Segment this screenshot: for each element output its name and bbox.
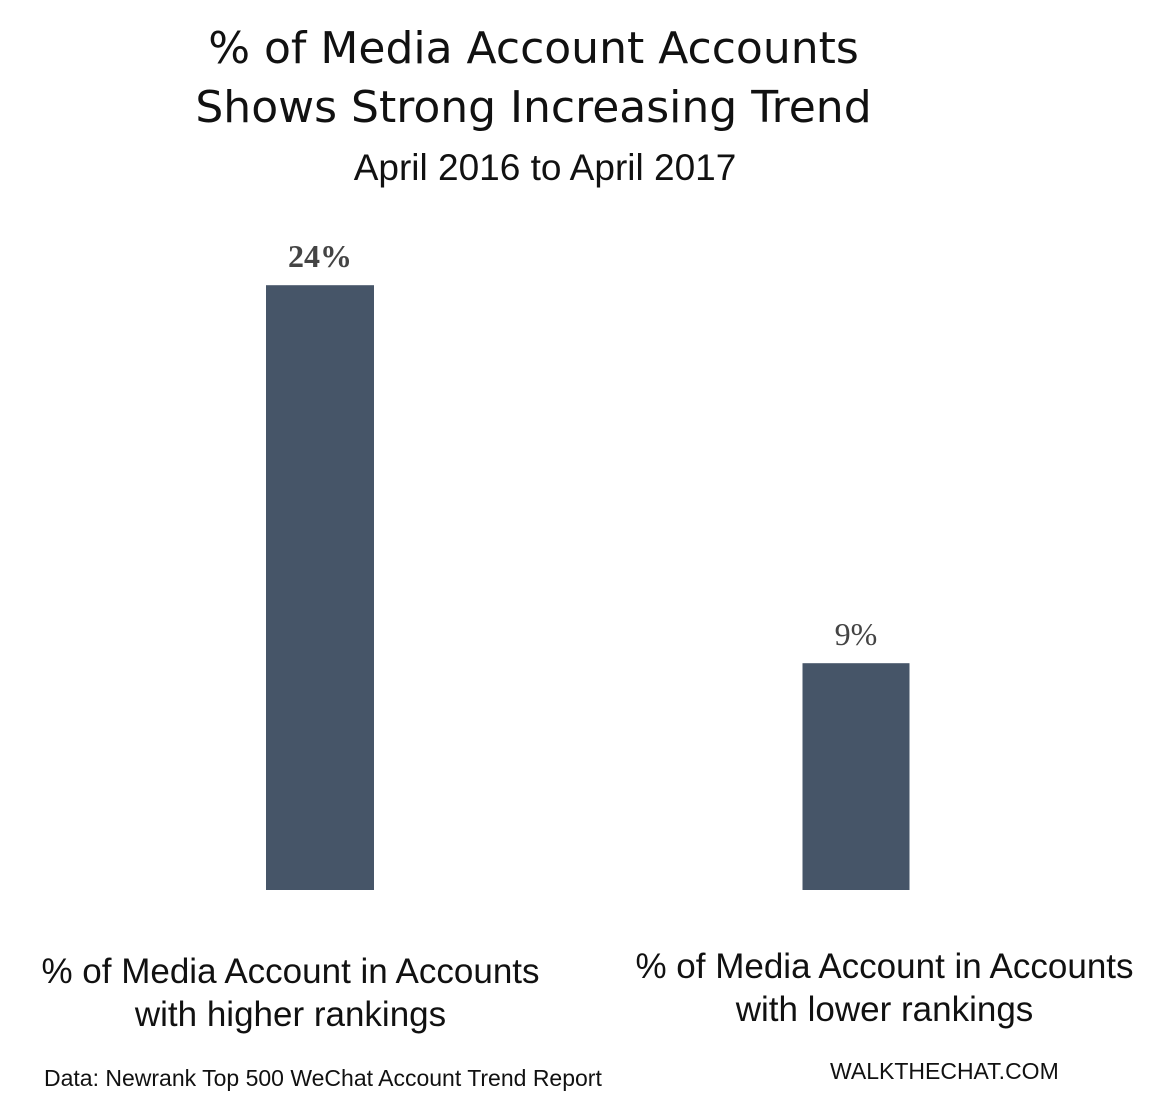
category-label-line: with higher rankings bbox=[134, 995, 447, 1034]
category-label-line: % of Media Account in Accounts bbox=[635, 947, 1134, 986]
chart-title-line-2: Shows Strong Increasing Trend bbox=[195, 82, 872, 133]
chart-title-line-1: % of Media Account Accounts bbox=[208, 23, 859, 74]
data-label-1: 9% bbox=[835, 616, 878, 652]
category-label-higher-rankings: % of Media Account in Accounts with high… bbox=[18, 950, 563, 1036]
data-label-0: 24% bbox=[288, 238, 352, 274]
category-label-lower-rankings: % of Media Account in Accounts with lowe… bbox=[612, 945, 1157, 1031]
category-label-line: % of Media Account in Accounts bbox=[41, 952, 540, 991]
data-source-note: Data: Newrank Top 500 WeChat Account Tre… bbox=[44, 1065, 602, 1091]
brand-watermark: WALKTHECHAT.COM bbox=[830, 1058, 1059, 1084]
category-label-line: with lower rankings bbox=[735, 990, 1034, 1029]
chart-subtitle: April 2016 to April 2017 bbox=[353, 147, 737, 188]
bar-0 bbox=[266, 285, 374, 890]
bar-1 bbox=[802, 663, 910, 890]
